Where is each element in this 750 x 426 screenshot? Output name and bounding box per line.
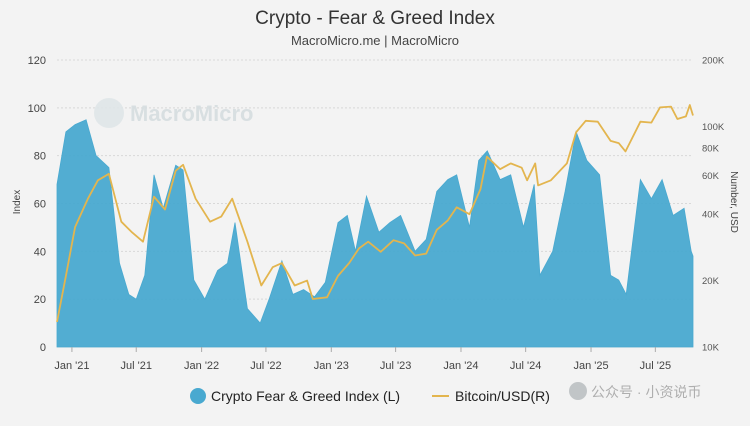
wechat-icon xyxy=(569,382,587,400)
watermark-logo-icon xyxy=(94,98,124,128)
series-layer xyxy=(57,105,693,347)
legend-marker-area xyxy=(190,388,206,404)
y-tick-right-label: 80K xyxy=(702,143,720,154)
x-tick-label: Jul '22 xyxy=(250,360,281,372)
y-tick-left-label: 40 xyxy=(34,246,46,258)
x-tick-label: Jul '25 xyxy=(640,360,671,372)
wechat-overlay-text: 公众号 · 小资说币 xyxy=(591,384,701,400)
x-tick-label: Jul '23 xyxy=(380,360,411,372)
x-tick-label: Jan '25 xyxy=(573,360,608,372)
legend-item-fear-greed[interactable]: Crypto Fear & Greed Index (L) xyxy=(190,388,400,404)
x-tick-label: Jan '21 xyxy=(54,360,89,372)
y-tick-right-label: 60K xyxy=(702,171,720,182)
y-tick-left-label: 100 xyxy=(28,103,46,115)
x-tick-label: Jan '22 xyxy=(184,360,219,372)
legend: Crypto Fear & Greed Index (L) Bitcoin/US… xyxy=(190,388,550,404)
x-tick-label: Jan '24 xyxy=(443,360,478,372)
y-tick-right-label: 20K xyxy=(702,276,720,287)
y-tick-left-label: 0 xyxy=(40,342,46,354)
watermark: MacroMicro xyxy=(94,98,253,128)
y-tick-left-label: 20 xyxy=(34,294,46,306)
x-tick-label: Jul '24 xyxy=(510,360,541,372)
fear-greed-area xyxy=(57,120,693,347)
y-tick-left-label: 80 xyxy=(34,151,46,163)
y-tick-left-label: 60 xyxy=(34,199,46,211)
x-tick-label: Jan '23 xyxy=(314,360,349,372)
y-axis-right-label: Number, USD xyxy=(728,171,739,233)
chart-subtitle: MacroMicro.me | MacroMicro xyxy=(291,33,459,48)
wechat-overlay: 公众号 · 小资说币 xyxy=(569,382,701,400)
x-tick-label: Jul '21 xyxy=(121,360,152,372)
watermark-text: MacroMicro xyxy=(130,101,253,126)
legend-label-bitcoin: Bitcoin/USD(R) xyxy=(455,388,550,404)
y-tick-left-label: 120 xyxy=(28,55,46,67)
y-tick-right-label: 200K xyxy=(702,56,725,67)
legend-item-bitcoin[interactable]: Bitcoin/USD(R) xyxy=(432,388,550,404)
y-axis-left-label: Index xyxy=(12,190,23,214)
y-tick-right-label: 100K xyxy=(702,122,725,133)
chart-title: Crypto - Fear & Greed Index xyxy=(255,8,495,29)
legend-label-fear-greed: Crypto Fear & Greed Index (L) xyxy=(211,388,400,404)
y-tick-right-label: 10K xyxy=(702,343,720,354)
y-tick-right-label: 40K xyxy=(702,210,720,221)
